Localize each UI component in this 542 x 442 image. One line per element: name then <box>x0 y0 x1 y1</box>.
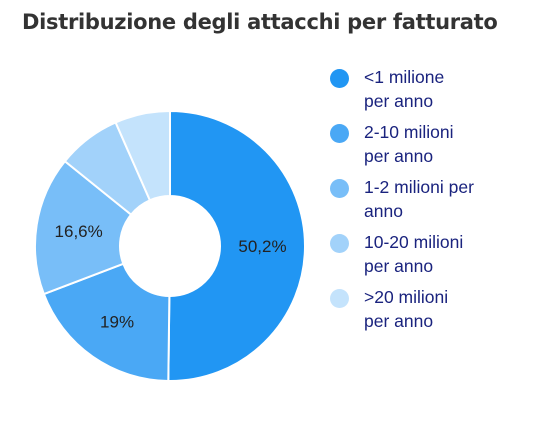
legend-item-2: 2-10 milioni per anno <box>330 121 535 168</box>
legend-swatch-5 <box>330 289 349 308</box>
legend-label-4: 10-20 milioni per anno <box>364 232 464 276</box>
legend-item-3: 1-2 milioni per anno <box>330 176 535 223</box>
chart-legend: <1 milione per anno 2-10 milioni per anno… <box>330 66 535 341</box>
donut-slice-5 <box>114 109 171 202</box>
legend-label-1: <1 milione per anno <box>364 67 445 111</box>
donut-slice-2 <box>42 262 171 383</box>
legend-label-5: >20 milioni per anno <box>364 287 449 331</box>
legend-item-5: >20 milioni per anno <box>330 286 535 333</box>
slice-data-label-1: 50,2% <box>238 237 286 256</box>
slice-data-label-3: 16,6% <box>55 222 103 241</box>
legend-swatch-2 <box>330 124 349 143</box>
legend-label-3: 1-2 milioni per anno <box>364 177 474 221</box>
legend-swatch-4 <box>330 234 349 253</box>
legend-item-4: 10-20 milioni per anno <box>330 231 535 278</box>
legend-label-2: 2-10 milioni per anno <box>364 122 454 166</box>
donut-slice-3 <box>34 159 133 296</box>
slice-data-label-2: 19% <box>100 312 134 331</box>
legend-swatch-3 <box>330 179 349 198</box>
legend-item-1: <1 milione per anno <box>330 66 535 113</box>
donut-slice-1 <box>167 109 307 382</box>
chart-title: Distribuzione degli attacchi per fattura… <box>22 10 498 34</box>
legend-swatch-1 <box>330 69 349 88</box>
